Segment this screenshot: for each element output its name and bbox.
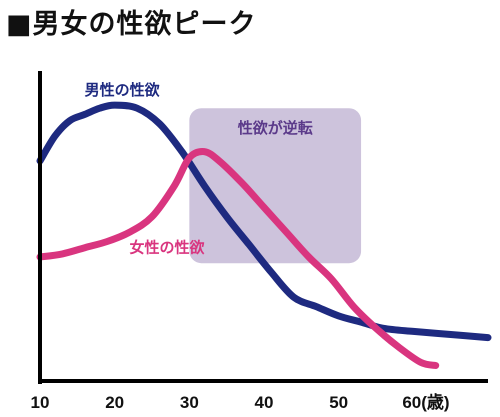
male-series-label: 男性の性欲 (85, 81, 160, 99)
x-tick-label: 40 (255, 393, 274, 412)
chart-title: ■男女の性欲ピーク (6, 9, 257, 40)
x-tick-label: 30 (180, 393, 199, 412)
female-libido-line (36, 147, 440, 369)
x-tick-label: 60(歳) (402, 392, 449, 412)
x-tick-label: 20 (105, 393, 124, 412)
female-series-label: 女性の性欲 (130, 239, 205, 257)
reversal-region-label: 性欲が逆転 (238, 119, 313, 137)
x-tick-label: 10 (31, 393, 50, 412)
x-tick-label: 50 (329, 393, 348, 412)
